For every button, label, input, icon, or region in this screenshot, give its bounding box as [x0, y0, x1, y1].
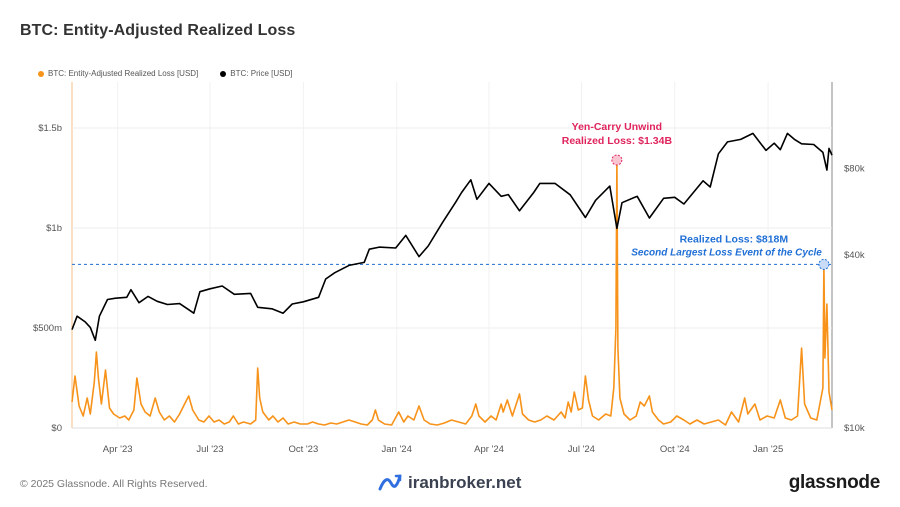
x-tick-label: Jan '25 — [753, 444, 783, 455]
x-tick-label: Jul '24 — [568, 444, 595, 455]
chart-title: BTC: Entity-Adjusted Realized Loss — [20, 22, 296, 39]
x-tick-label: Apr '24 — [474, 444, 504, 455]
annotation-818m-subtitle: Second Largest Loss Event of the Cycle — [631, 247, 822, 258]
x-tick-label: Oct '24 — [660, 444, 690, 455]
y-left-tick-label: $0 — [51, 423, 62, 434]
y-left-tick-label: $1b — [46, 223, 62, 234]
legend-label-realized-loss: BTC: Entity-Adjusted Realized Loss [USD] — [48, 69, 199, 78]
footer-copyright: © 2025 Glassnode. All Rights Reserved. — [20, 478, 208, 490]
y-right-tick-label: $80k — [844, 164, 865, 175]
watermark-logo-icon — [378, 474, 402, 491]
brand-logo: glassnode — [788, 472, 881, 493]
annotation-marker-818m — [818, 258, 830, 270]
legend-label-price: BTC: Price [USD] — [230, 69, 293, 78]
y-left-tick-label: $1.5b — [38, 123, 62, 134]
x-tick-label: Apr '23 — [103, 444, 133, 455]
x-tick-label: Jan '24 — [382, 444, 412, 455]
x-tick-label: Jul '23 — [196, 444, 223, 455]
annotation-818m-value: Realized Loss: $818M — [680, 233, 789, 245]
y-right-tick-label: $10k — [844, 423, 865, 434]
series-line-realized-loss — [71, 159, 833, 426]
annotation-yen-carry-value: Realized Loss: $1.34B — [562, 135, 673, 147]
legend-item-price[interactable]: BTC: Price [USD] — [220, 69, 293, 78]
annotation-marker-yen-carry — [611, 154, 623, 166]
y-right-tick-label: $40k — [844, 250, 865, 261]
series-line-price — [71, 132, 833, 342]
watermark: iranbroker.net — [378, 473, 521, 493]
y-left-tick-label: $500m — [33, 323, 62, 334]
legend-item-realized-loss[interactable]: BTC: Entity-Adjusted Realized Loss [USD] — [38, 69, 198, 78]
watermark-text: iranbroker.net — [408, 473, 522, 492]
chart-legend: BTC: Entity-Adjusted Realized Loss [USD]… — [38, 69, 293, 78]
annotation-yen-carry-title: Yen-Carry Unwind — [572, 121, 662, 133]
legend-dot-orange — [38, 70, 44, 77]
legend-dot-black — [220, 70, 227, 77]
x-tick-label: Oct '23 — [288, 444, 318, 455]
